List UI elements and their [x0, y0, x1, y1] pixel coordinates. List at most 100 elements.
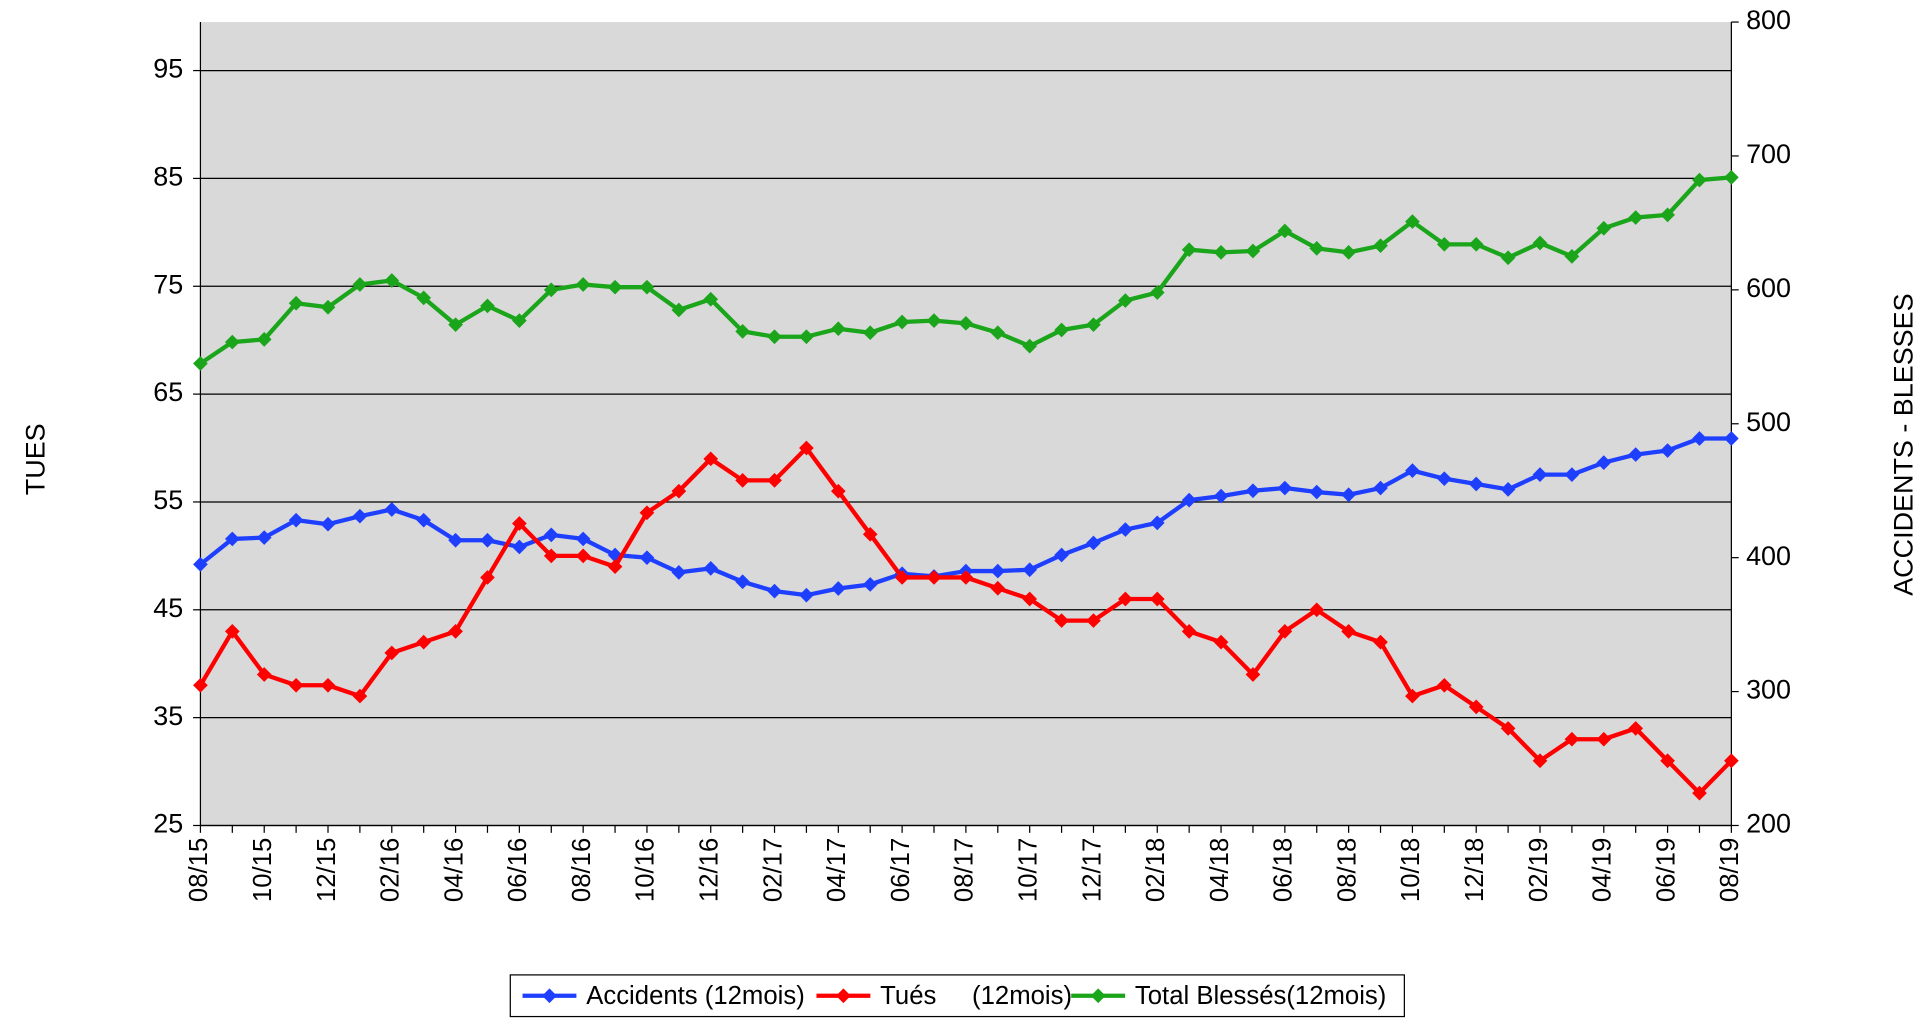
marker — [416, 512, 432, 528]
marker — [1468, 699, 1484, 715]
marker — [1660, 443, 1675, 458]
marker — [1149, 515, 1165, 531]
y-axis-label: TUES — [21, 423, 51, 495]
marker — [703, 561, 719, 576]
x-tick-label: 06/17 — [887, 838, 915, 902]
y2-tick-label: 500 — [1746, 407, 1791, 437]
marker — [1245, 667, 1261, 682]
marker — [1341, 245, 1356, 260]
marker — [1149, 285, 1165, 300]
marker — [416, 290, 432, 306]
marker — [320, 516, 336, 532]
marker — [288, 295, 304, 311]
marker — [480, 532, 495, 548]
marker — [830, 321, 846, 337]
marker — [1118, 591, 1133, 607]
marker — [1500, 721, 1516, 736]
marker — [1596, 731, 1612, 747]
marker — [1532, 753, 1548, 769]
marker — [256, 530, 272, 545]
marker — [480, 570, 495, 585]
marker — [862, 325, 878, 341]
x-tick-label: 12/16 — [696, 838, 724, 902]
marker — [1277, 624, 1293, 639]
marker — [256, 332, 272, 347]
legend-marker — [836, 988, 851, 1004]
marker — [416, 634, 432, 650]
x-tick-label: 08/15 — [185, 838, 213, 902]
x-tick-label: 06/16 — [504, 838, 532, 902]
marker — [384, 645, 400, 661]
marker — [1373, 634, 1388, 650]
marker — [1436, 677, 1452, 693]
marker — [1181, 242, 1197, 258]
marker — [607, 559, 623, 575]
y2-tick-label: 200 — [1746, 809, 1791, 839]
marker — [1468, 236, 1484, 252]
marker — [735, 473, 750, 488]
marker — [671, 565, 687, 580]
y-tick-label: 55 — [153, 485, 183, 515]
x-tick-label: 12/15 — [313, 838, 341, 902]
marker — [1309, 602, 1325, 618]
marker — [1564, 249, 1580, 264]
marker — [1118, 293, 1133, 308]
marker — [1436, 236, 1452, 252]
x-tick-label: 02/16 — [377, 838, 405, 902]
marker — [193, 677, 208, 693]
marker — [1022, 338, 1038, 354]
marker — [1692, 785, 1707, 801]
marker — [1213, 634, 1229, 650]
marker — [1532, 467, 1548, 483]
y-tick-label: 95 — [153, 54, 183, 84]
marker — [1692, 431, 1707, 446]
marker — [193, 356, 208, 371]
x-tick-label: 08/17 — [951, 838, 979, 902]
marker — [1500, 250, 1516, 266]
marker — [703, 291, 719, 307]
marker — [1341, 487, 1356, 503]
marker — [830, 483, 846, 499]
legend-label: Total Blessés(12mois) — [1135, 982, 1386, 1010]
x-tick-label: 10/18 — [1397, 838, 1425, 902]
x-tick-label: 10/16 — [632, 838, 660, 902]
y2-tick-label: 800 — [1746, 5, 1791, 35]
marker — [1149, 591, 1165, 607]
marker — [703, 451, 719, 467]
marker — [1054, 322, 1069, 338]
marker — [1724, 170, 1739, 185]
marker — [1628, 447, 1644, 462]
marker — [1436, 471, 1452, 487]
marker — [639, 279, 655, 295]
marker — [193, 557, 208, 572]
marker — [1022, 562, 1038, 578]
marker — [1309, 484, 1325, 500]
marker — [1054, 613, 1069, 628]
y2-axis-label: ACCIDENTS - BLESSES — [1888, 293, 1918, 595]
marker — [384, 273, 400, 288]
marker — [639, 505, 655, 521]
marker — [288, 512, 304, 528]
marker — [830, 581, 846, 596]
marker — [735, 574, 750, 590]
x-tick-label: 10/15 — [249, 838, 277, 902]
y2-tick-label: 300 — [1746, 675, 1791, 705]
x-tick-label: 02/19 — [1525, 838, 1553, 902]
marker — [639, 550, 655, 566]
marker — [735, 324, 750, 339]
marker — [448, 317, 463, 333]
legend-label: Tués (12mois) — [880, 982, 1072, 1010]
marker — [1309, 241, 1325, 256]
legend-label: Accidents (12mois) — [586, 982, 805, 1010]
marker — [448, 624, 463, 639]
legend: Accidents (12mois) Tués (12mois) Total Ble… — [509, 974, 1405, 1018]
y-tick-label: 35 — [153, 701, 183, 731]
marker — [1277, 223, 1293, 239]
marker — [1181, 624, 1197, 639]
marker — [288, 677, 304, 693]
legend-box — [509, 974, 1405, 1018]
x-tick-label: 12/18 — [1461, 838, 1489, 902]
marker — [1118, 522, 1133, 537]
